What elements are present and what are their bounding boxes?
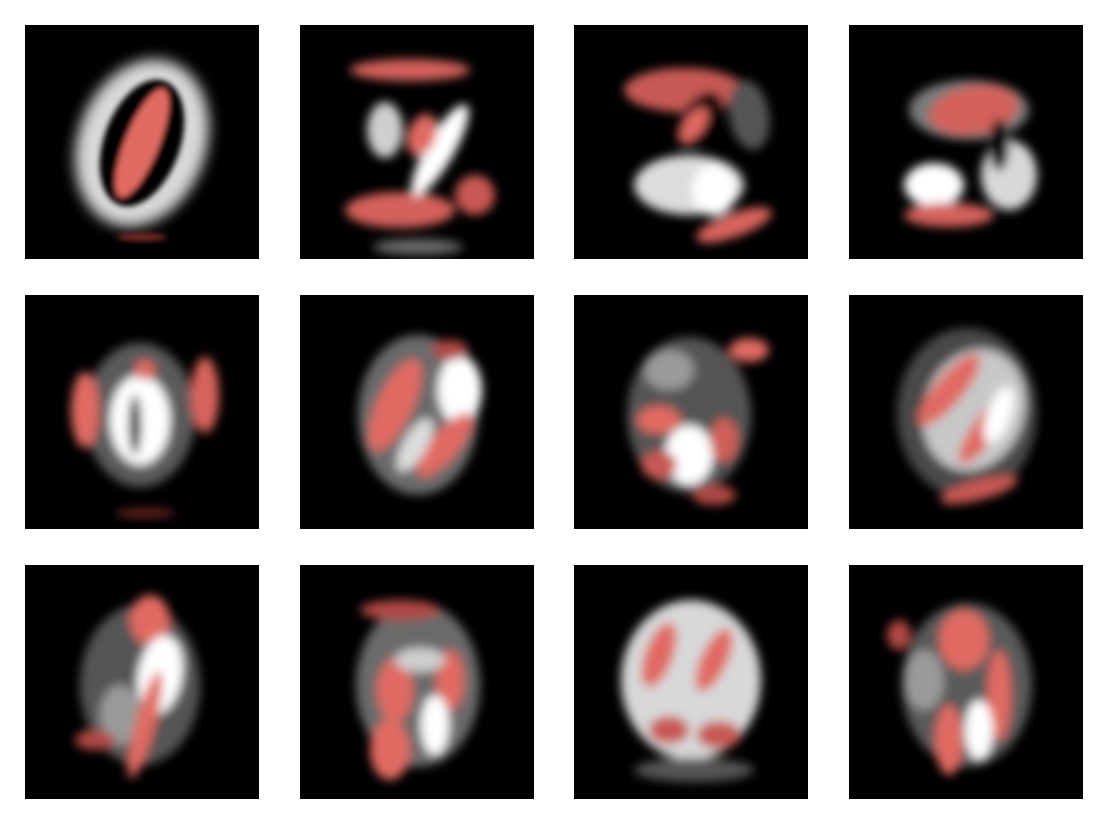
panel-r2-c3-image xyxy=(627,337,769,505)
panel-r1-c4 xyxy=(849,25,1083,259)
panel-r1-c2-image xyxy=(345,59,495,255)
panel-r2-c1-image xyxy=(71,343,219,517)
panel-r2-c2 xyxy=(300,295,534,529)
panel-r3-c3 xyxy=(574,565,808,799)
panel-r1-c1-image xyxy=(75,59,209,241)
panel-r1-c4-image xyxy=(904,80,1037,227)
panel-r2-c4 xyxy=(849,295,1083,529)
panel-r3-c4 xyxy=(849,565,1083,799)
panel-r3-c2 xyxy=(300,565,534,799)
panel-r3-c2-image xyxy=(356,600,480,780)
panel-r3-c1 xyxy=(25,565,259,799)
panel-r3-c1-image xyxy=(75,595,200,779)
panel-r1-c2 xyxy=(300,25,534,259)
panel-r2-c1 xyxy=(25,295,259,529)
panel-r3-c4-image xyxy=(887,603,1032,775)
panel-r2-c2-image xyxy=(358,335,482,495)
panel-r2-c3 xyxy=(574,295,808,529)
panel-r1-c3-image xyxy=(624,68,772,243)
panel-r1-c1 xyxy=(25,25,259,259)
panel-r3-c3-image xyxy=(621,600,761,782)
panel-r1-c3 xyxy=(574,25,808,259)
panel-r2-c4-image xyxy=(897,328,1037,505)
